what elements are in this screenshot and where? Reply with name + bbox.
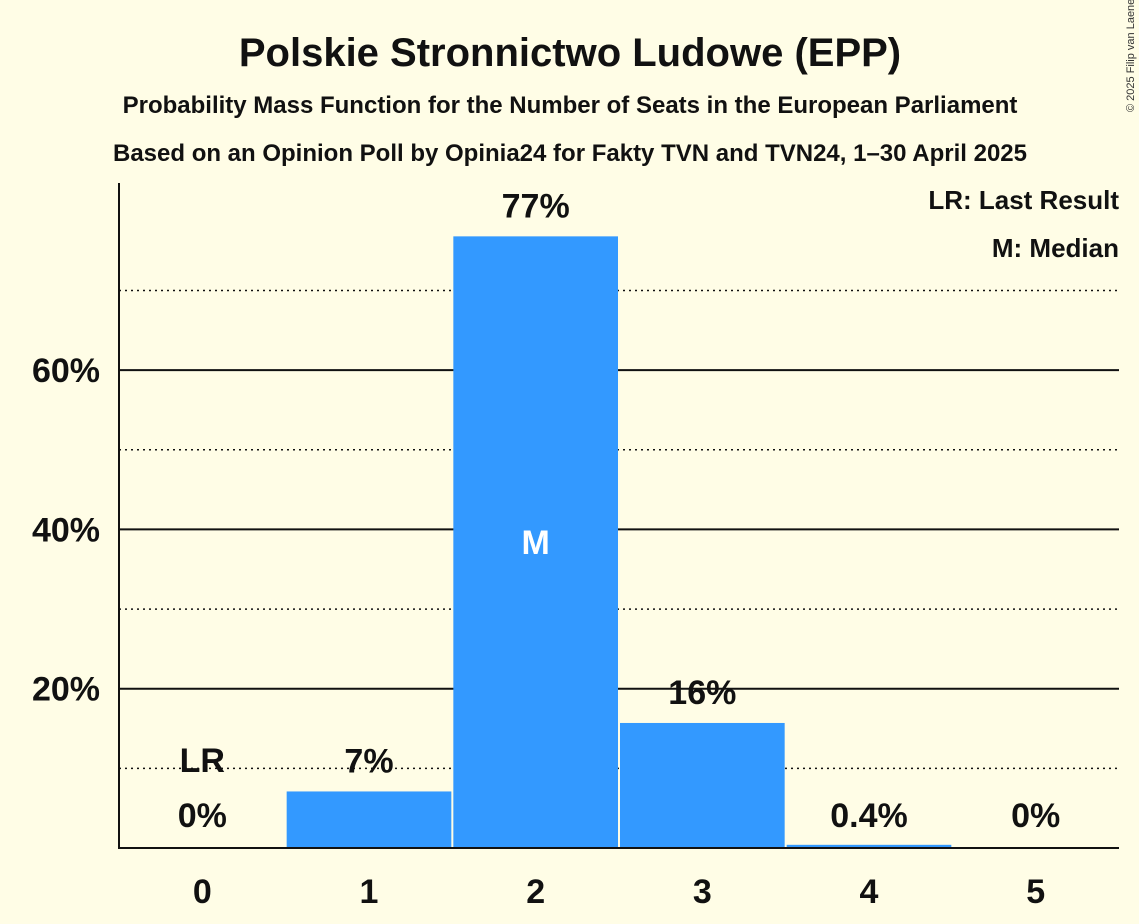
x-tick-label: 1 [360,873,379,911]
bar-seat-2 [453,236,618,849]
bar-seat-1 [286,791,452,848]
gridlines [119,289,1119,770]
chart-subtitle: Probability Mass Function for the Number… [123,92,1018,119]
data-labels: 0% LR 7% 77% M 16% 0.4% 0% [178,187,1060,835]
bars [286,236,952,849]
median-marker: M [522,524,550,562]
legend-entry: LR: Last Result [928,185,1119,215]
chart-subtitle-source: Based on an Opinion Poll by Opinia24 for… [113,140,1027,167]
data-label-seat-5: 0% [1011,797,1060,835]
data-label-seat-1: 7% [344,742,393,780]
legend-entry: M: Median [992,233,1119,263]
data-label-seat-2: 77% [502,187,570,225]
data-label-seat-4: 0.4% [830,797,908,835]
x-tick-label: 2 [526,873,545,911]
x-tick-label: 0 [193,873,212,911]
data-label-seat-0: 0% [178,797,227,835]
y-tick-label: 40% [32,511,100,549]
x-tick-label: 5 [1026,873,1045,911]
x-tick-label: 4 [860,873,879,911]
last-result-marker: LR [180,742,225,780]
data-label-seat-3: 16% [668,674,736,712]
y-tick-label: 20% [32,671,100,709]
x-tick-label: 3 [693,873,712,911]
bar-seat-4 [786,844,952,848]
axes: 20% 40% 60% 0 1 2 3 4 5 [32,183,1119,911]
legend: LR: Last Result M: Median [928,185,1119,263]
bar-seat-3 [620,722,785,848]
y-tick-label: 60% [32,352,100,390]
copyright-notice: © 2025 Filip van Laenen [1125,0,1137,112]
chart-title: Polskie Stronnictwo Ludowe (EPP) [239,31,901,75]
